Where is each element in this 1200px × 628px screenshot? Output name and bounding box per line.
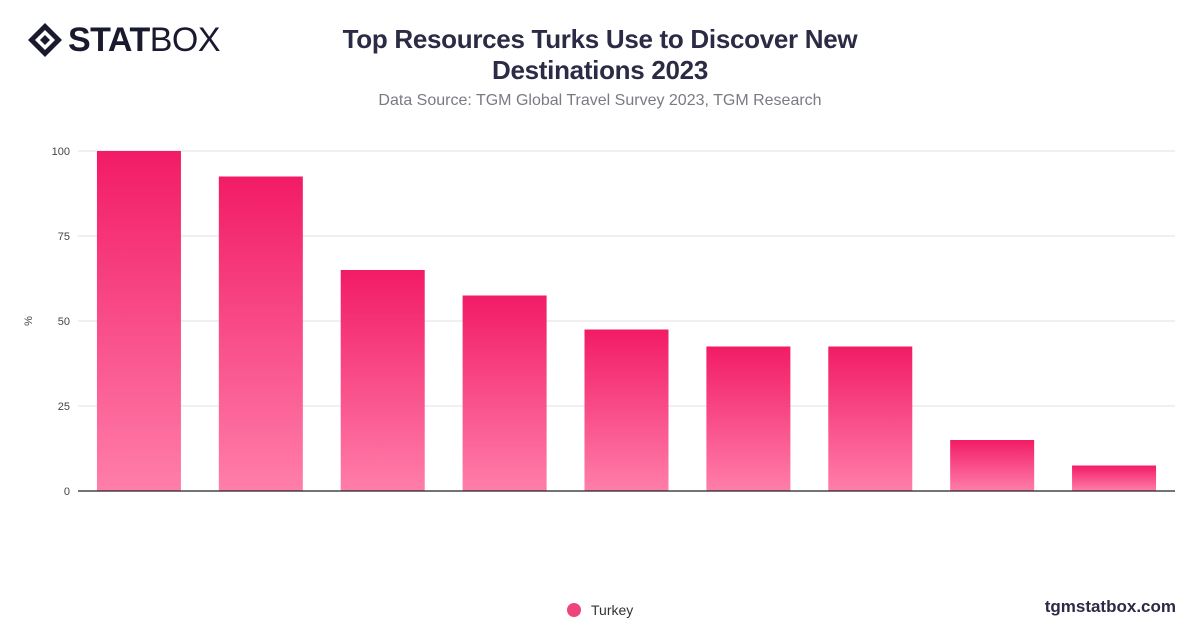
diamond-logo-icon bbox=[28, 23, 62, 57]
y-tick-label-100: 100 bbox=[52, 146, 70, 158]
bar-5 bbox=[584, 329, 669, 491]
bar-1 bbox=[96, 151, 181, 491]
legend-label-turkey: Turkey bbox=[591, 602, 634, 618]
chart-title: Top Resources Turks Use to Discover New … bbox=[300, 24, 900, 86]
chart-title-line-1: Top Resources Turks Use to Discover New bbox=[342, 24, 858, 54]
logo-text: STATBOX bbox=[68, 21, 221, 59]
bar-8 bbox=[950, 440, 1035, 491]
bar-4 bbox=[462, 295, 547, 491]
logo-text-light: BOX bbox=[149, 21, 221, 59]
logo-text-bold: STAT bbox=[68, 21, 150, 59]
statbox-logo: STATBOX bbox=[26, 21, 221, 59]
y-axis-label: % bbox=[23, 316, 35, 326]
chart-title-line-2: Destinations 2023 bbox=[492, 55, 708, 85]
bar-2 bbox=[218, 176, 303, 491]
chart-subtitle: Data Source: TGM Global Travel Survey 20… bbox=[378, 92, 822, 109]
legend-dot-icon bbox=[567, 603, 581, 617]
bar-3 bbox=[340, 270, 425, 491]
y-tick-label-50: 50 bbox=[58, 316, 70, 328]
y-tick-label-75: 75 bbox=[58, 231, 70, 243]
bar-9 bbox=[1072, 465, 1157, 491]
y-tick-label-25: 25 bbox=[58, 401, 70, 413]
legend[interactable]: Turkey bbox=[567, 602, 633, 618]
bar-7 bbox=[828, 346, 913, 491]
website-link[interactable]: tgmstatbox.com bbox=[1044, 597, 1176, 616]
y-tick-label-0: 0 bbox=[64, 486, 70, 498]
bar-6 bbox=[706, 346, 791, 491]
